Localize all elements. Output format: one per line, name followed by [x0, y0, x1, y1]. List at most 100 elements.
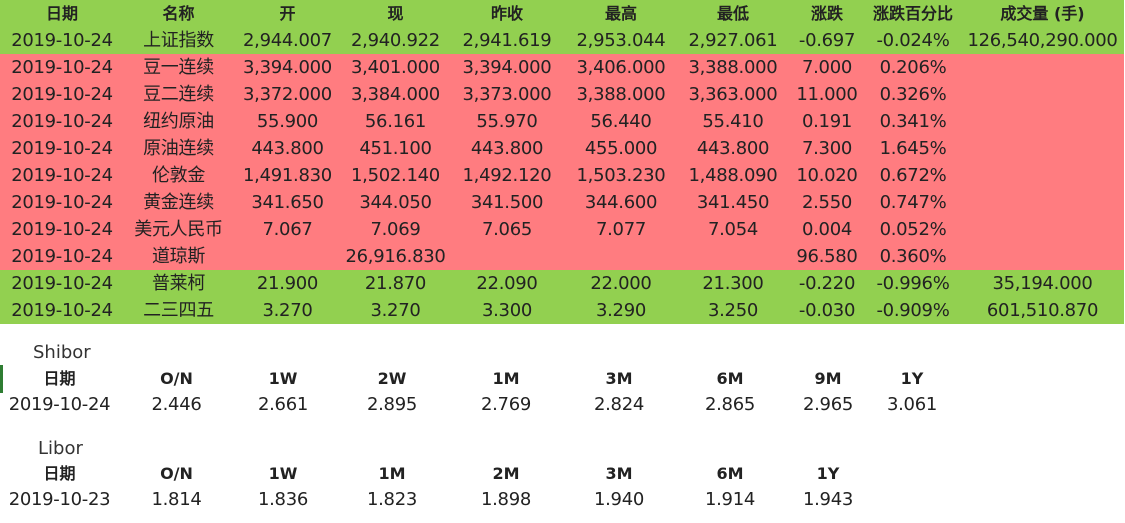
cell-change-pct[interactable]: 0.360% — [879, 246, 947, 267]
cell-open[interactable]: 55.900 — [256, 111, 319, 132]
shibor-title[interactable]: Shibor — [33, 342, 91, 363]
cell-name[interactable]: 伦敦金 — [151, 165, 206, 186]
shibor-2w[interactable]: 2.895 — [366, 394, 418, 415]
cell-low[interactable]: 3.250 — [707, 300, 759, 321]
header-volume[interactable]: 成交量 (手) — [1000, 4, 1085, 23]
cell-open[interactable]: 3,372.000 — [243, 84, 332, 105]
cell-current[interactable]: 344.050 — [359, 192, 432, 213]
cell-open[interactable]: 3,394.000 — [243, 57, 332, 78]
cell-high[interactable] — [565, 243, 677, 270]
cell-open[interactable]: 443.800 — [251, 138, 324, 159]
cell-current[interactable]: 3,384.000 — [351, 84, 440, 105]
libor-header-6m[interactable]: 6M — [716, 464, 744, 483]
cell-low[interactable]: 443.800 — [696, 138, 770, 159]
header-name[interactable]: 名称 — [162, 4, 195, 23]
cell-low[interactable]: 3,388.000 — [688, 57, 778, 78]
cell-volume[interactable] — [961, 81, 1124, 108]
libor-6m[interactable]: 1.914 — [704, 489, 756, 510]
cell-date[interactable]: 2019-10-24 — [11, 30, 113, 51]
cell-volume[interactable]: 126,540,290.000 — [967, 30, 1118, 51]
cell-low[interactable]: 341.450 — [696, 192, 770, 213]
shibor-6m[interactable]: 2.865 — [704, 394, 756, 415]
cell-open[interactable]: 1,491.830 — [243, 165, 332, 186]
cell-low[interactable] — [677, 243, 789, 270]
libor-1y[interactable]: 1.943 — [802, 489, 854, 510]
libor-header-2m[interactable]: 2M — [492, 464, 520, 483]
cell-low[interactable]: 21.300 — [702, 273, 764, 294]
cell-open[interactable]: 7.067 — [262, 219, 313, 240]
cell-volume[interactable] — [961, 216, 1124, 243]
cell-change-pct[interactable]: 0.341% — [879, 111, 947, 132]
cell-change-pct[interactable]: 0.326% — [879, 84, 947, 105]
cell-date[interactable]: 2019-10-24 — [11, 273, 113, 294]
cell-high[interactable]: 3.290 — [595, 300, 647, 321]
shibor-header-1w[interactable]: 1W — [268, 369, 298, 388]
cell-prev-close[interactable]: 55.970 — [476, 111, 538, 132]
cell-prev-close[interactable]: 3,394.000 — [462, 57, 552, 78]
libor-1m[interactable]: 1.823 — [366, 489, 418, 510]
shibor-header-9m[interactable]: 9M — [814, 369, 842, 388]
shibor-date[interactable]: 2019-10-24 — [8, 394, 111, 415]
cell-change-pct[interactable]: -0.024% — [876, 30, 950, 51]
shibor-header-date[interactable]: 日期 — [43, 369, 76, 388]
shibor-1m[interactable]: 2.769 — [480, 394, 532, 415]
cell-high[interactable]: 2,953.044 — [576, 30, 666, 51]
header-high[interactable]: 最高 — [604, 4, 637, 23]
cell-prev-close[interactable] — [449, 243, 565, 270]
shibor-1w[interactable]: 2.661 — [257, 394, 309, 415]
shibor-9m[interactable]: 2.965 — [802, 394, 854, 415]
cell-low[interactable]: 7.054 — [707, 219, 759, 240]
cell-prev-close[interactable]: 22.090 — [476, 273, 538, 294]
cell-open[interactable] — [233, 243, 342, 270]
cell-high[interactable]: 455.000 — [584, 138, 658, 159]
cell-name[interactable]: 纽约原油 — [143, 111, 214, 132]
cell-current[interactable]: 2,940.922 — [351, 30, 440, 51]
cell-date[interactable]: 2019-10-24 — [11, 84, 113, 105]
cell-current[interactable]: 3.270 — [370, 300, 421, 321]
cell-prev-close[interactable]: 1,492.120 — [462, 165, 552, 186]
cell-current[interactable]: 21.870 — [364, 273, 427, 294]
cell-open[interactable]: 2,944.007 — [243, 30, 332, 51]
cell-change[interactable]: 96.580 — [796, 246, 858, 267]
cell-open[interactable]: 3.270 — [262, 300, 313, 321]
header-low[interactable]: 最低 — [716, 4, 749, 23]
cell-volume[interactable]: 601,510.870 — [986, 300, 1099, 321]
shibor-header-1y[interactable]: 1Y — [900, 369, 924, 388]
libor-3m[interactable]: 1.940 — [593, 489, 645, 510]
cell-name[interactable]: 普莱柯 — [151, 273, 206, 294]
cell-high[interactable]: 3,406.000 — [576, 57, 666, 78]
libor-on[interactable]: 1.814 — [151, 489, 202, 510]
cell-name[interactable]: 道琼斯 — [151, 246, 206, 267]
cell-change[interactable]: -0.220 — [798, 273, 856, 294]
cell-volume[interactable] — [961, 54, 1124, 81]
cell-volume[interactable] — [961, 135, 1124, 162]
libor-header-on[interactable]: O/N — [160, 464, 193, 483]
cell-name[interactable]: 二三四五 — [143, 300, 214, 321]
libor-header-1w[interactable]: 1W — [268, 464, 298, 483]
libor-1w[interactable]: 1.836 — [257, 489, 309, 510]
cell-change[interactable]: -0.697 — [798, 30, 856, 51]
cell-high[interactable]: 3,388.000 — [576, 84, 666, 105]
cell-change-pct[interactable]: -0.909% — [876, 300, 950, 321]
shibor-on[interactable]: 2.446 — [151, 394, 202, 415]
header-prev-close[interactable]: 昨收 — [490, 4, 523, 23]
libor-date[interactable]: 2019-10-23 — [8, 489, 111, 510]
cell-prev-close[interactable]: 341.500 — [470, 192, 544, 213]
libor-title[interactable]: Libor — [38, 438, 83, 459]
cell-prev-close[interactable]: 443.800 — [470, 138, 544, 159]
shibor-header-6m[interactable]: 6M — [716, 369, 744, 388]
cell-current[interactable]: 7.069 — [370, 219, 421, 240]
cell-name[interactable]: 豆二连续 — [143, 84, 214, 105]
cell-high[interactable]: 1,503.230 — [576, 165, 666, 186]
cell-change[interactable]: 7.300 — [801, 138, 853, 159]
cell-change[interactable]: 2.550 — [801, 192, 853, 213]
libor-header-date[interactable]: 日期 — [43, 464, 76, 483]
cell-change[interactable]: 11.000 — [796, 84, 858, 105]
cell-volume[interactable]: 35,194.000 — [992, 273, 1093, 294]
cell-change[interactable]: 7.000 — [801, 57, 853, 78]
cell-change-pct[interactable]: 0.747% — [879, 192, 947, 213]
cell-prev-close[interactable]: 3.300 — [481, 300, 533, 321]
shibor-header-2w[interactable]: 2W — [377, 369, 407, 388]
cell-name[interactable]: 原油连续 — [143, 138, 214, 159]
shibor-header-3m[interactable]: 3M — [605, 369, 633, 388]
